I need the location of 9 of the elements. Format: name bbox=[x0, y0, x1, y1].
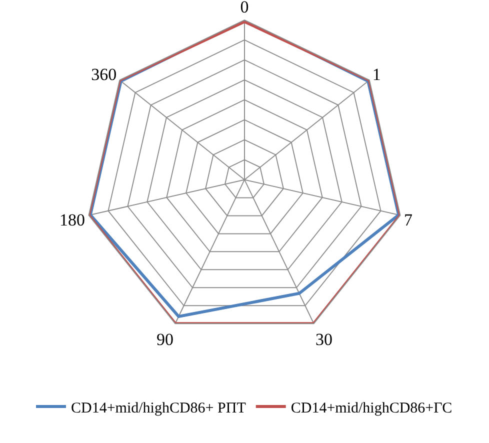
spoke-label: 30 bbox=[315, 330, 332, 350]
spoke-label: 360 bbox=[91, 65, 117, 84]
spoke-label: 180 bbox=[59, 210, 85, 230]
legend-label: CD14+mid/highCD86+ РПТ bbox=[71, 400, 246, 416]
spoke-label: 7 bbox=[404, 210, 414, 230]
spoke-label: 0 bbox=[240, 0, 249, 17]
spoke-label: 1 bbox=[372, 65, 381, 84]
legend-label: CD14+mid/highCD86+ГС bbox=[290, 400, 452, 416]
spoke-label: 90 bbox=[156, 330, 174, 350]
